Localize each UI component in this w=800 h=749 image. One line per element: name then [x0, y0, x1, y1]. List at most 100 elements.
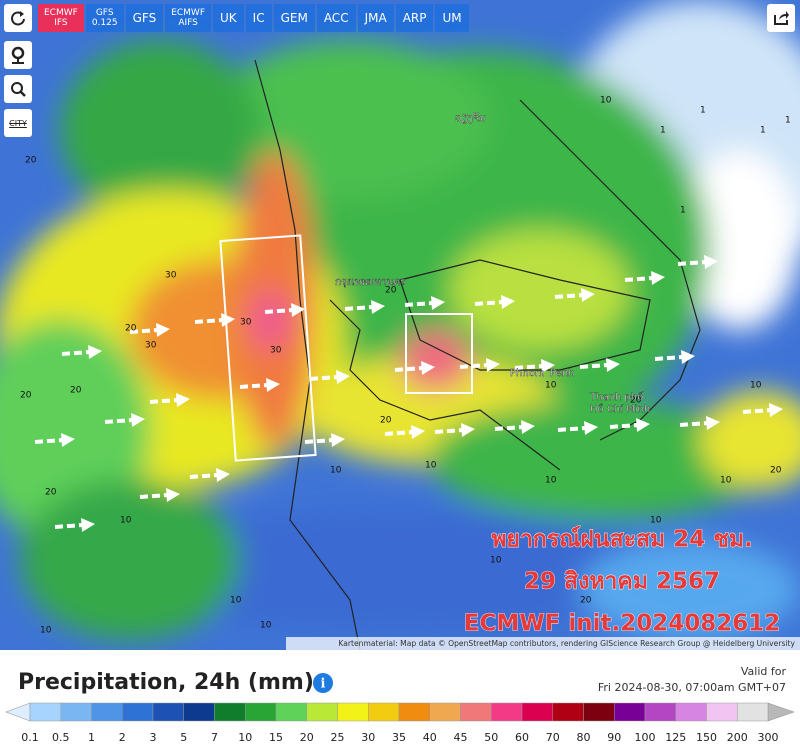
model-button[interactable]: ACC: [316, 4, 356, 32]
model-button[interactable]: GFS: [125, 4, 164, 32]
tool-button[interactable]: [4, 41, 32, 69]
contour-label: 1: [785, 116, 791, 126]
arrow-shaft: [139, 493, 169, 499]
arrow-head: [131, 413, 145, 427]
legend-tick-label: 30: [361, 731, 375, 744]
model-button[interactable]: UK: [213, 4, 244, 32]
arrow-head: [421, 361, 435, 375]
contour-label: 10: [650, 516, 662, 526]
legend-swatch: [245, 702, 277, 722]
model-button[interactable]: IC: [245, 4, 272, 32]
arrow-head: [501, 295, 515, 309]
legend-tick-label: 10: [238, 731, 252, 744]
contour-label: 20: [20, 391, 32, 401]
contour-label: 20: [125, 324, 137, 334]
legend-swatch: [521, 702, 553, 722]
overlay-text: ECMWF init.2024082612: [464, 611, 780, 637]
legend-tick-label: 300: [758, 731, 779, 744]
arrow-head: [461, 423, 475, 437]
legend-tick-label: 35: [392, 731, 406, 744]
contour-label: 10: [260, 621, 272, 631]
legend-swatch: [337, 702, 369, 722]
model-button[interactable]: ECMWF AIFS: [165, 4, 211, 32]
legend-swatch: [398, 702, 430, 722]
legend-swatch: [152, 702, 184, 722]
legend-swatch: [491, 702, 523, 722]
arrow-shaft: [34, 438, 64, 444]
arrow-shaft: [579, 363, 609, 369]
arrow-shaft: [434, 428, 464, 434]
tool-button[interactable]: [4, 75, 32, 103]
legend-tick-label: 1: [88, 731, 95, 744]
model-button[interactable]: GFS 0.125: [85, 4, 124, 32]
arrow-shaft: [394, 366, 424, 372]
model-button[interactable]: UM: [435, 4, 469, 32]
arrow-shaft: [104, 418, 134, 424]
contour-label: 30: [145, 341, 157, 351]
legend-tick-label: 50: [484, 731, 498, 744]
arrow-head: [156, 323, 170, 337]
share-button[interactable]: [767, 4, 795, 32]
contour-label: 20: [70, 386, 82, 396]
valid-info: Valid for Fri 2024-08-30, 07:00am GMT+07: [598, 664, 786, 696]
legend-swatch: [460, 702, 492, 722]
model-button[interactable]: JMA: [357, 4, 394, 32]
arrow-shaft: [189, 473, 219, 479]
arrow-shaft: [494, 425, 524, 431]
arrow-shaft: [514, 364, 544, 370]
legend-swatch: [675, 702, 707, 722]
arrow-shaft: [624, 276, 654, 282]
arrow-shaft: [609, 423, 639, 429]
arrow-head: [584, 421, 598, 435]
place-label: Phnom: [510, 368, 545, 379]
contour-label: 20: [25, 156, 37, 166]
legend-high: [767, 702, 795, 722]
tool-icon: [11, 82, 26, 97]
footer-title: Precipitation, 24h (mm): [18, 670, 314, 695]
arrow-shaft: [264, 308, 294, 314]
model-button[interactable]: ECMWF IFS: [38, 4, 84, 32]
legend-swatch: [306, 702, 338, 722]
tool-icon: [11, 11, 25, 26]
attribution: Kartenmaterial: Map data © OpenStreetMap…: [338, 639, 795, 648]
arrow-shaft: [742, 408, 772, 414]
arrow-head: [769, 403, 783, 417]
arrow-shaft: [459, 363, 489, 369]
arrow-head: [651, 271, 665, 285]
model-label: JMA: [364, 11, 387, 25]
info-button[interactable]: i: [312, 672, 334, 694]
arrow-head: [291, 303, 305, 317]
legend-swatch: [368, 702, 400, 722]
model-button[interactable]: ARP: [395, 4, 434, 32]
legend-tick-label: 90: [607, 731, 621, 744]
arrow-shaft: [404, 301, 434, 307]
valid-label: Valid for: [740, 665, 786, 678]
arrow-head: [521, 420, 535, 434]
arrow-head: [486, 358, 500, 372]
contour-label: 30: [165, 271, 177, 281]
legend-swatch: [429, 702, 461, 722]
contour-label: 10: [330, 466, 342, 476]
model-button[interactable]: GEM: [273, 4, 315, 32]
arrow-shaft: [61, 350, 91, 356]
place-label: Penh: [550, 368, 575, 379]
arrow-shaft: [474, 300, 504, 306]
legend-swatch: [91, 702, 123, 722]
legend-tick-label: 7: [211, 731, 218, 744]
contour-label: 20: [380, 416, 392, 426]
legend-swatch: [214, 702, 246, 722]
contour-label: 10: [120, 516, 132, 526]
legend-swatch: [275, 702, 307, 722]
arrow-head: [336, 370, 350, 384]
legend-swatch: [706, 702, 738, 722]
side-tools: CITY: [4, 4, 32, 137]
arrow-shaft: [344, 305, 374, 311]
place-label: Hồ Chí Minh: [590, 403, 650, 415]
tool-button[interactable]: [4, 4, 32, 32]
legend-tick-label: 0.5: [52, 731, 70, 744]
city-label: CITY: [9, 118, 27, 128]
legend-swatch: [60, 702, 92, 722]
arrow-head: [581, 288, 595, 302]
city-toggle[interactable]: CITY: [4, 109, 32, 137]
contour-label: 30: [270, 346, 282, 356]
